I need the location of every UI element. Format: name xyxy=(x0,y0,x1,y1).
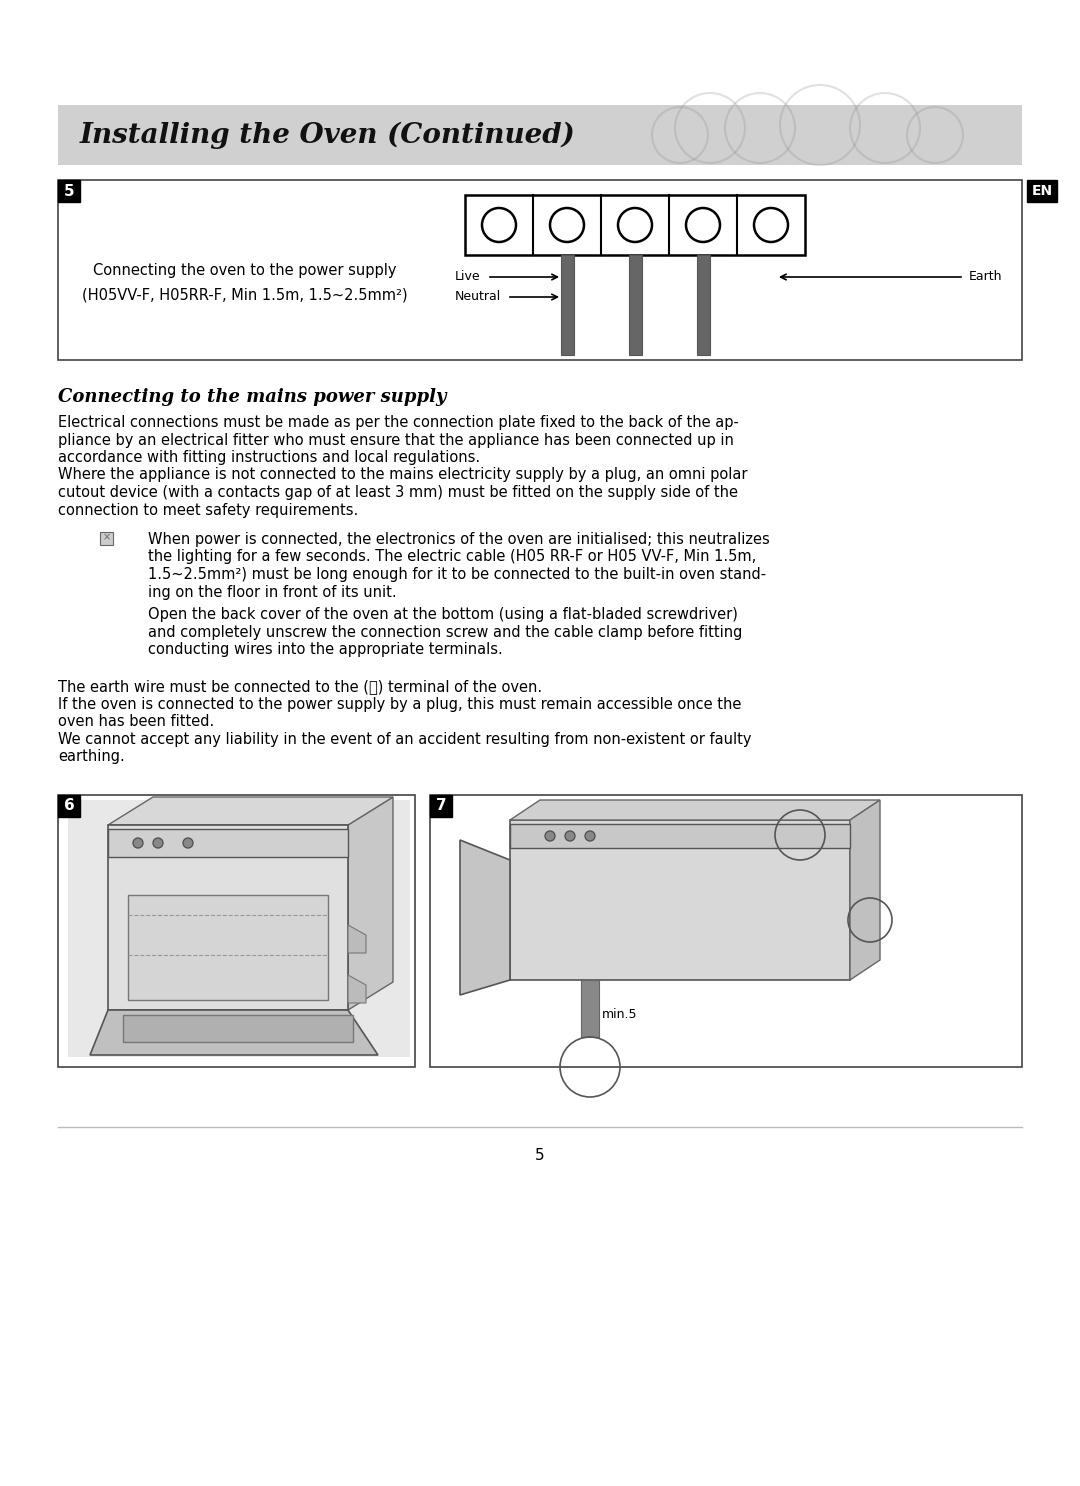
Text: the lighting for a few seconds. The electric cable (H05 RR-F or H05 VV-F, Min 1.: the lighting for a few seconds. The elec… xyxy=(148,550,756,565)
Text: ing on the floor in front of its unit.: ing on the floor in front of its unit. xyxy=(148,584,396,599)
Text: When power is connected, the electronics of the oven are initialised; this neutr: When power is connected, the electronics… xyxy=(148,532,770,547)
Text: ×: × xyxy=(103,532,110,542)
Bar xyxy=(430,795,1022,1067)
Bar xyxy=(510,825,850,849)
Text: min.5: min.5 xyxy=(602,1008,637,1021)
Text: cutout device (with a contacts gap of at least 3 mm) must be fitted on the suppl: cutout device (with a contacts gap of at… xyxy=(58,484,738,499)
Text: Neutral: Neutral xyxy=(455,290,501,303)
Text: 6: 6 xyxy=(64,798,75,813)
Text: pliance by an electrical fitter who must ensure that the appliance has been conn: pliance by an electrical fitter who must… xyxy=(58,432,734,447)
Polygon shape xyxy=(108,796,393,825)
Bar xyxy=(58,180,80,202)
Text: 7: 7 xyxy=(435,798,446,813)
Text: EN: EN xyxy=(1031,184,1053,198)
Text: and completely unscrew the connection screw and the cable clamp before fitting: and completely unscrew the connection sc… xyxy=(148,624,742,639)
Bar xyxy=(561,256,573,355)
Circle shape xyxy=(183,838,193,849)
Text: earthing.: earthing. xyxy=(58,749,125,764)
Bar xyxy=(581,979,599,1037)
Text: (H05VV-F, H05RR-F, Min 1.5m, 1.5~2.5mm²): (H05VV-F, H05RR-F, Min 1.5m, 1.5~2.5mm²) xyxy=(82,287,408,303)
Polygon shape xyxy=(850,799,880,979)
Text: accordance with fitting instructions and local regulations.: accordance with fitting instructions and… xyxy=(58,450,481,465)
Polygon shape xyxy=(348,975,366,1003)
Bar xyxy=(58,795,415,1067)
Circle shape xyxy=(545,831,555,841)
Text: Open the back cover of the oven at the bottom (using a flat-bladed screwdriver): Open the back cover of the oven at the b… xyxy=(148,606,738,623)
Bar xyxy=(108,825,348,1010)
Text: Connecting the oven to the power supply: Connecting the oven to the power supply xyxy=(93,263,396,278)
Bar xyxy=(108,829,348,857)
Text: connection to meet safety requirements.: connection to meet safety requirements. xyxy=(58,502,359,517)
Bar xyxy=(58,795,80,817)
Text: conducting wires into the appropriate terminals.: conducting wires into the appropriate te… xyxy=(148,642,503,657)
Text: 1.5~2.5mm²) must be long enough for it to be connected to the built-in oven stan: 1.5~2.5mm²) must be long enough for it t… xyxy=(148,568,766,583)
Polygon shape xyxy=(90,1010,378,1055)
Text: The earth wire must be connected to the (⏚) terminal of the oven.: The earth wire must be connected to the … xyxy=(58,679,542,694)
Text: Where the appliance is not connected to the mains electricity supply by a plug, : Where the appliance is not connected to … xyxy=(58,468,747,483)
Text: We cannot accept any liability in the event of an accident resulting from non-ex: We cannot accept any liability in the ev… xyxy=(58,733,752,747)
Circle shape xyxy=(133,838,143,849)
Bar xyxy=(510,820,850,979)
Polygon shape xyxy=(348,924,366,953)
Bar xyxy=(430,795,453,817)
Bar xyxy=(629,256,642,355)
Text: If the oven is connected to the power supply by a plug, this must remain accessi: If the oven is connected to the power su… xyxy=(58,697,741,712)
Polygon shape xyxy=(348,796,393,1010)
Bar xyxy=(68,799,410,1057)
Bar xyxy=(123,1015,353,1042)
Bar xyxy=(1027,180,1057,202)
Text: oven has been fitted.: oven has been fitted. xyxy=(58,715,214,730)
Text: Connecting to the mains power supply: Connecting to the mains power supply xyxy=(58,388,446,406)
Bar xyxy=(697,256,710,355)
Text: Installing the Oven (Continued): Installing the Oven (Continued) xyxy=(80,122,576,149)
Bar xyxy=(100,532,113,545)
Text: Live: Live xyxy=(455,270,481,284)
Text: 5: 5 xyxy=(536,1147,544,1162)
Polygon shape xyxy=(510,799,880,820)
Polygon shape xyxy=(460,840,510,996)
Circle shape xyxy=(565,831,575,841)
Text: Electrical connections must be made as per the connection plate fixed to the bac: Electrical connections must be made as p… xyxy=(58,415,739,429)
Bar xyxy=(58,180,1022,360)
Bar xyxy=(465,195,805,256)
Circle shape xyxy=(153,838,163,849)
Bar xyxy=(58,106,1022,165)
Text: 5: 5 xyxy=(64,183,75,199)
Circle shape xyxy=(585,831,595,841)
Bar xyxy=(129,895,328,1000)
Text: Earth: Earth xyxy=(969,270,1002,284)
